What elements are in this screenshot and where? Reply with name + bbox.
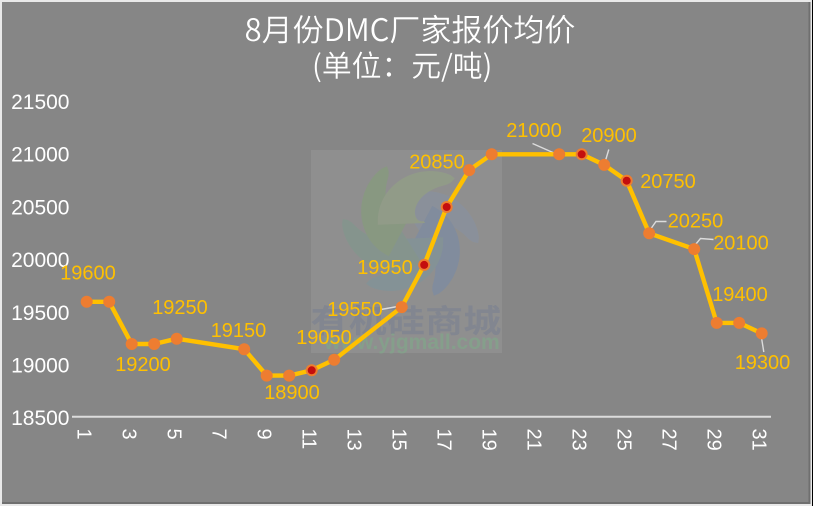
svg-text:20900: 20900 (581, 125, 637, 147)
svg-text:19950: 19950 (357, 257, 413, 279)
svg-text:31: 31 (748, 429, 770, 451)
svg-text:29: 29 (703, 429, 725, 451)
svg-text:20750: 20750 (640, 171, 696, 193)
svg-text:13: 13 (343, 429, 365, 451)
svg-text:19150: 19150 (211, 320, 267, 342)
svg-text:25: 25 (613, 429, 635, 451)
svg-text:20250: 20250 (668, 211, 724, 233)
svg-text:19250: 19250 (152, 297, 208, 319)
svg-text:20500: 20500 (11, 196, 69, 219)
svg-text:18500: 18500 (11, 407, 69, 430)
svg-text:19: 19 (478, 429, 500, 451)
svg-text:1: 1 (73, 429, 95, 440)
svg-text:20000: 20000 (11, 249, 69, 272)
svg-text:www.yjgmall.com: www.yjgmall.com (323, 331, 499, 354)
svg-text:19400: 19400 (712, 284, 768, 306)
svg-text:19000: 19000 (11, 354, 69, 377)
svg-text:19200: 19200 (115, 354, 171, 376)
svg-text:19500: 19500 (11, 302, 69, 325)
svg-text:19600: 19600 (60, 263, 116, 285)
svg-text:3: 3 (118, 429, 140, 440)
svg-text:21000: 21000 (11, 144, 69, 167)
svg-text:18900: 18900 (264, 382, 320, 404)
svg-text:20100: 20100 (713, 233, 769, 255)
svg-text:11: 11 (298, 429, 320, 450)
svg-text:20850: 20850 (409, 152, 465, 174)
svg-text:19300: 19300 (735, 352, 791, 374)
svg-text:5: 5 (163, 429, 185, 440)
svg-text:17: 17 (433, 429, 455, 451)
svg-text:19550: 19550 (327, 299, 383, 321)
svg-text:21500: 21500 (11, 91, 69, 114)
svg-text:9: 9 (253, 429, 275, 440)
svg-text:7: 7 (208, 429, 230, 440)
svg-text:23: 23 (568, 429, 590, 451)
svg-text:27: 27 (658, 429, 680, 451)
svg-text:19050: 19050 (296, 327, 352, 349)
svg-text:21000: 21000 (506, 120, 562, 142)
svg-text:21: 21 (523, 429, 545, 451)
svg-text:15: 15 (388, 429, 410, 451)
